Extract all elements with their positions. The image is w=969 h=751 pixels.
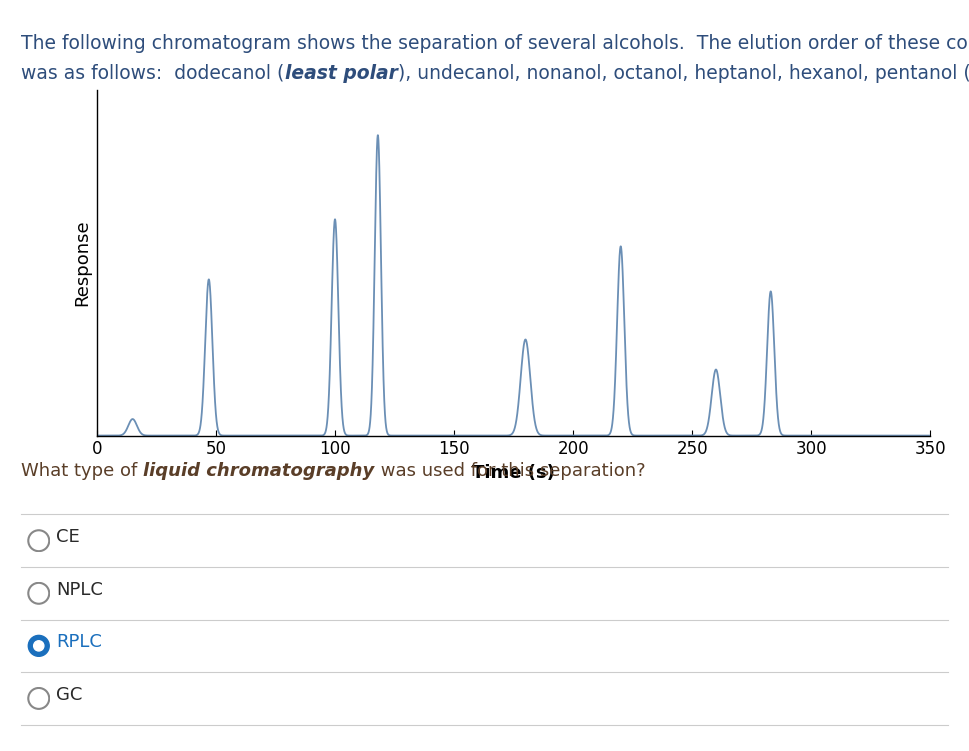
Text: RPLC: RPLC bbox=[56, 633, 102, 651]
Text: GC: GC bbox=[56, 686, 82, 704]
Text: ), undecanol, nonanol, octanol, heptanol, hexanol, pentanol (: ), undecanol, nonanol, octanol, heptanol… bbox=[397, 64, 969, 83]
Text: What type of: What type of bbox=[21, 462, 143, 480]
Text: was used for this separation?: was used for this separation? bbox=[375, 462, 645, 480]
Text: CE: CE bbox=[56, 528, 80, 546]
Circle shape bbox=[34, 641, 44, 651]
Circle shape bbox=[28, 635, 49, 656]
Text: was as follows:  dodecanol (: was as follows: dodecanol ( bbox=[21, 64, 285, 83]
Y-axis label: Response: Response bbox=[74, 219, 91, 306]
Text: The following chromatogram shows the separation of several alcohols.  The elutio: The following chromatogram shows the sep… bbox=[21, 34, 969, 53]
Text: NPLC: NPLC bbox=[56, 581, 103, 599]
Text: least polar: least polar bbox=[285, 64, 397, 83]
Text: liquid chromatography: liquid chromatography bbox=[143, 462, 375, 480]
X-axis label: Time (s): Time (s) bbox=[472, 464, 555, 482]
